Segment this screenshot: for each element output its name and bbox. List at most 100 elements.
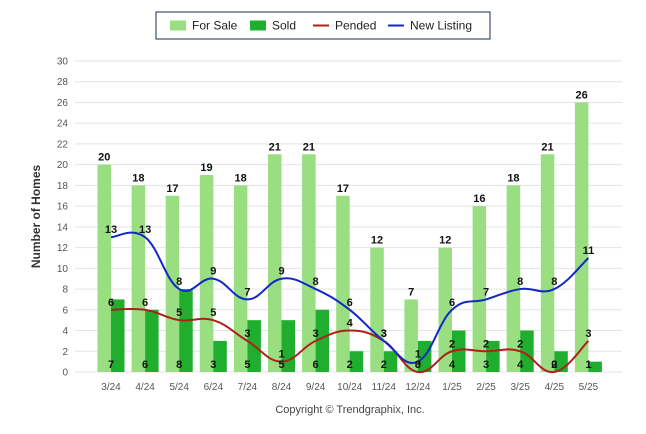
label-sold: 4 bbox=[517, 359, 524, 371]
legend: For Sale Sold Pended New Listing bbox=[155, 11, 491, 40]
label-for-sale: 12 bbox=[439, 235, 451, 247]
label-pended: 2 bbox=[517, 338, 523, 350]
label-new-listing: 11 bbox=[583, 245, 595, 257]
bar-sold bbox=[452, 330, 466, 372]
bar-sold bbox=[520, 330, 534, 372]
y-tick-label: 24 bbox=[57, 119, 69, 130]
y-axis-title: Number of Homes bbox=[29, 165, 43, 269]
label-pended: 6 bbox=[108, 297, 114, 309]
y-tick-label: 22 bbox=[57, 139, 69, 150]
x-tick-label: 3/25 bbox=[510, 382, 530, 393]
bar-for-sale bbox=[268, 154, 282, 372]
label-sold: 3 bbox=[210, 359, 216, 371]
line-pended bbox=[110, 307, 590, 374]
y-tick-label: 14 bbox=[57, 222, 69, 233]
y-tick-label: 8 bbox=[62, 285, 68, 296]
label-for-sale: 18 bbox=[235, 172, 247, 184]
y-tick-label: 12 bbox=[57, 243, 69, 254]
bars bbox=[97, 102, 602, 372]
x-tick-label: 12/24 bbox=[405, 382, 430, 393]
label-sold: 3 bbox=[483, 359, 489, 371]
label-for-sale: 21 bbox=[541, 141, 553, 153]
label-new-listing: 8 bbox=[551, 276, 557, 288]
label-new-listing: 8 bbox=[517, 276, 523, 288]
label-pended: 0 bbox=[415, 359, 421, 371]
label-sold: 6 bbox=[313, 359, 319, 371]
label-for-sale: 19 bbox=[200, 162, 212, 174]
legend-swatch bbox=[250, 20, 266, 31]
bar-for-sale bbox=[199, 175, 214, 372]
bar-for-sale bbox=[472, 206, 487, 372]
label-for-sale: 17 bbox=[166, 183, 178, 195]
bar-sold bbox=[315, 309, 330, 372]
x-axis-ticks: 3/24 4/24 5/24 6/24 7/24 8/24 9/24 10/24 11/24 12… bbox=[101, 382, 598, 393]
label-pended: 1 bbox=[278, 349, 284, 361]
label-new-listing: 8 bbox=[176, 276, 182, 288]
bar-for-sale bbox=[438, 247, 452, 372]
y-tick-label: 10 bbox=[57, 264, 69, 275]
bar-for-sale bbox=[370, 247, 384, 372]
bar-sold bbox=[179, 289, 193, 372]
y-tick-label: 0 bbox=[62, 368, 68, 379]
y-tick-label: 16 bbox=[57, 202, 69, 213]
label-new-listing: 9 bbox=[278, 266, 284, 278]
label-new-listing: 1 bbox=[415, 349, 421, 361]
label-sold: 2 bbox=[551, 359, 557, 371]
label-sold: 1 bbox=[585, 359, 591, 371]
y-tick-label: 20 bbox=[57, 160, 69, 171]
label-pended: 2 bbox=[449, 338, 455, 350]
label-for-sale: 16 bbox=[473, 193, 485, 205]
label-sold: 3 bbox=[415, 359, 421, 371]
bar-sold bbox=[486, 340, 500, 372]
bar-sold bbox=[213, 340, 227, 372]
legend-label: Sold bbox=[272, 19, 296, 33]
bar-for-sale bbox=[97, 164, 111, 372]
label-sold: 6 bbox=[142, 359, 148, 371]
bar-sold bbox=[349, 351, 364, 372]
label-new-listing: 3 bbox=[381, 328, 387, 340]
x-tick-label: 5/25 bbox=[579, 382, 599, 393]
label-sold: 5 bbox=[278, 359, 284, 371]
label-for-sale: 21 bbox=[269, 141, 281, 153]
line-new-listing bbox=[110, 231, 590, 364]
label-new-listing: 13 bbox=[139, 224, 151, 236]
label-pended: 3 bbox=[585, 328, 591, 340]
legend-label: Pended bbox=[335, 19, 376, 33]
x-tick-label: 9/24 bbox=[306, 382, 326, 393]
series-lines bbox=[110, 231, 590, 374]
label-sold: 8 bbox=[176, 359, 182, 371]
bar-for-sale bbox=[506, 185, 521, 372]
label-pended: 5 bbox=[210, 307, 216, 319]
label-for-sale: 21 bbox=[303, 141, 315, 153]
label-for-sale: 17 bbox=[337, 183, 349, 195]
label-pended: 4 bbox=[347, 318, 354, 330]
x-tick-label: 11/24 bbox=[372, 382, 397, 393]
x-tick-label: 10/24 bbox=[337, 382, 362, 393]
label-new-listing: 13 bbox=[105, 224, 117, 236]
x-tick-label: 4/25 bbox=[545, 382, 565, 393]
label-pended: 6 bbox=[142, 297, 148, 309]
label-for-sale: 7 bbox=[408, 286, 414, 298]
label-sold: 2 bbox=[347, 359, 353, 371]
label-new-listing: 6 bbox=[347, 297, 353, 309]
x-tick-label: 5/24 bbox=[169, 382, 189, 393]
x-tick-label: 2/25 bbox=[476, 382, 496, 393]
label-for-sale: 18 bbox=[132, 172, 144, 184]
y-tick-label: 4 bbox=[62, 326, 68, 337]
label-pended: 3 bbox=[313, 328, 319, 340]
copyright-text: Copyright © Trendgraphix, Inc. bbox=[275, 404, 424, 416]
x-tick-label: 6/24 bbox=[204, 382, 224, 393]
bar-for-sale bbox=[233, 185, 248, 372]
label-pended: 3 bbox=[381, 328, 387, 340]
label-pended: 0 bbox=[551, 359, 557, 371]
label-new-listing: 7 bbox=[483, 286, 489, 298]
y-tick-label: 18 bbox=[57, 181, 69, 192]
label-for-sale: 26 bbox=[576, 89, 588, 101]
bar-for-sale bbox=[574, 102, 589, 372]
bar-for-sale bbox=[302, 154, 316, 372]
x-tick-label: 7/24 bbox=[238, 382, 258, 393]
label-for-sale: 20 bbox=[98, 152, 110, 164]
